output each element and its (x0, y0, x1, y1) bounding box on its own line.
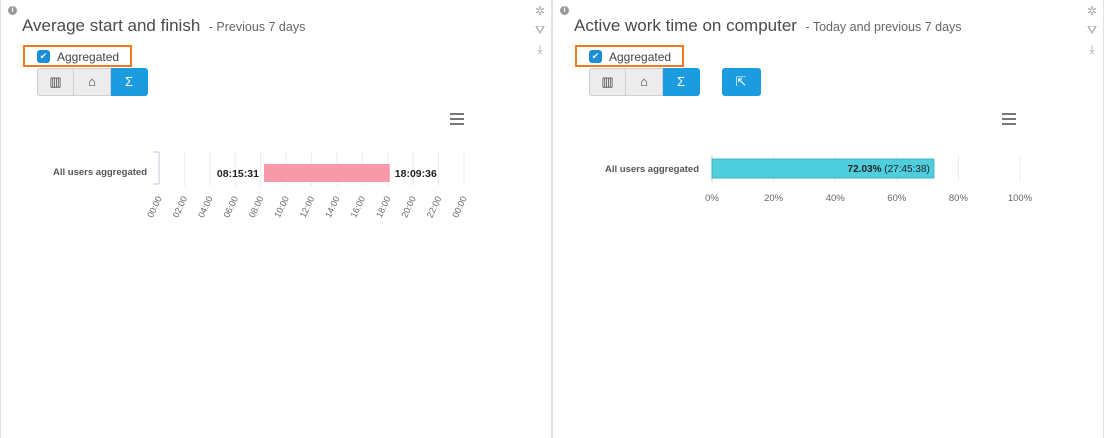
building-view-button[interactable]: ▥ (589, 68, 626, 96)
view-toggle-group: ▥ ⌂ Σ (37, 68, 148, 96)
x-tick-label: 0% (705, 193, 719, 204)
check-icon[interactable]: ✔ (37, 50, 50, 63)
x-tick-label: 22:00 (425, 195, 444, 220)
start-finish-bar (263, 164, 390, 182)
gear-icon[interactable]: ✲ (1086, 4, 1098, 18)
start-time-label: 08:15:31 (217, 168, 259, 180)
value-duration: (27:45:38) (884, 164, 930, 175)
panel-subtitle: - Previous 7 days (208, 20, 306, 34)
panel-tools: ✲ ⛛ ⤓ (533, 4, 547, 61)
filter-icon[interactable]: ⛛ (534, 23, 546, 37)
view-toggle-group: ▥ ⌂ Σ ⇱ (589, 68, 761, 96)
end-time-label: 18:09:36 (395, 168, 437, 180)
aggregated-label: Aggregated (57, 50, 120, 64)
value-label: 72.03% (27:45:38) (848, 164, 930, 175)
panel-title-row: Average start and finish - Previous 7 da… (22, 16, 305, 36)
x-tick-label: 14:00 (323, 195, 342, 220)
hamburger-menu-icon[interactable] (450, 113, 464, 128)
category-label: All users aggregated (605, 164, 699, 175)
panel-title: Average start and finish (22, 16, 201, 35)
start-finish-chart: All users aggregated 08:15:31 18:09:36 0… (53, 151, 469, 220)
x-tick-label: 20% (764, 193, 784, 204)
active-work-chart: All users aggregated 72.03% (27:45:38) 0… (605, 155, 1033, 204)
aggregated-checkbox[interactable]: ✔ Aggregated (23, 45, 132, 67)
active-work-time-panel: i Active work time on computer - Today a… (552, 0, 1104, 438)
aggregated-checkbox[interactable]: ✔ Aggregated (575, 45, 684, 67)
gear-icon[interactable]: ✲ (534, 4, 546, 18)
home-view-button[interactable]: ⌂ (626, 68, 663, 96)
aggregated-label: Aggregated (609, 50, 672, 64)
sigma-icon: Σ (124, 74, 134, 89)
export-icon: ⇱ (735, 74, 747, 89)
panel-subtitle: - Today and previous 7 days (805, 20, 962, 34)
sigma-icon: Σ (676, 74, 686, 89)
sum-view-button[interactable]: Σ (111, 68, 148, 96)
x-tick-label: 00:00 (145, 195, 164, 220)
hamburger-menu-icon[interactable] (1002, 113, 1016, 128)
home-view-button[interactable]: ⌂ (74, 68, 111, 96)
average-start-finish-panel: i Average start and finish - Previous 7 … (0, 0, 552, 438)
x-tick-label: 18:00 (374, 195, 393, 220)
info-icon[interactable]: i (560, 6, 569, 15)
x-tick-label: 12:00 (298, 195, 317, 220)
sum-view-button[interactable]: Σ (663, 68, 700, 96)
x-tick-label: 10:00 (272, 195, 291, 220)
x-tick-label: 60% (887, 193, 907, 204)
x-tick-label: 80% (949, 193, 969, 204)
building-icon: ▥ (601, 74, 614, 89)
panel-title: Active work time on computer (574, 16, 797, 35)
check-icon[interactable]: ✔ (589, 50, 602, 63)
category-label: All users aggregated (53, 167, 147, 178)
home-icon: ⌂ (88, 74, 96, 89)
x-tick-label: 40% (826, 193, 846, 204)
x-tick-label: 100% (1008, 193, 1033, 204)
x-tick-label: 08:00 (247, 195, 266, 220)
export-button[interactable]: ⇱ (722, 68, 761, 96)
filter-icon[interactable]: ⛛ (1086, 23, 1098, 37)
info-icon[interactable]: i (8, 6, 17, 15)
x-tick-label: 04:00 (196, 195, 215, 220)
home-icon: ⌂ (640, 74, 648, 89)
x-tick-label: 20:00 (399, 195, 418, 220)
x-tick-label: 00:00 (450, 195, 469, 220)
active-work-bar (711, 158, 935, 179)
x-tick-label: 06:00 (221, 195, 240, 220)
building-view-button[interactable]: ▥ (37, 68, 74, 96)
x-tick-label: 02:00 (171, 195, 190, 220)
download-icon[interactable]: ⤓ (1089, 42, 1095, 56)
x-tick-label: 16:00 (349, 195, 368, 220)
panel-tools: ✲ ⛛ ⤓ (1085, 4, 1099, 61)
building-icon: ▥ (49, 74, 62, 89)
panel-title-row: Active work time on computer - Today and… (574, 16, 962, 36)
download-icon[interactable]: ⤓ (537, 42, 543, 56)
value-percent: 72.03% (848, 164, 882, 175)
